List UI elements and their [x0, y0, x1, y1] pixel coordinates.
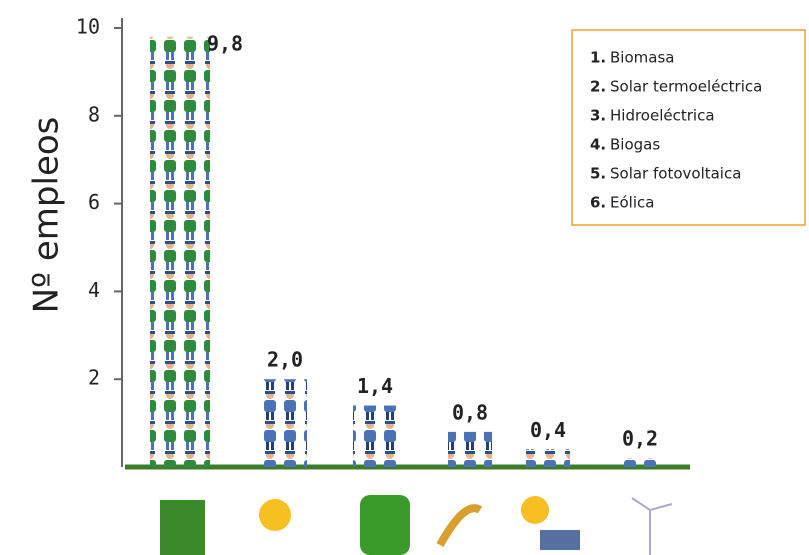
legend-number: 2.: [590, 78, 606, 96]
legend-number: 1.: [590, 49, 606, 67]
bar: [448, 431, 492, 467]
legend-box: [571, 29, 806, 226]
y-tick-label: 8: [88, 102, 100, 126]
bar: [526, 449, 570, 467]
y-tick-label: 10: [76, 15, 100, 39]
legend-label: Biogas: [610, 136, 660, 154]
value-label: 9,8: [207, 31, 243, 55]
legend-number: 5.: [590, 165, 606, 183]
legend-label: Biomasa: [610, 49, 674, 67]
legend-label: Solar termoeléctrica: [610, 78, 762, 96]
legend-number: 6.: [590, 194, 606, 212]
icons: [160, 495, 673, 555]
legend-number: 4.: [590, 136, 606, 154]
bar: [618, 458, 662, 467]
legend-label: Eólica: [610, 194, 654, 212]
legend-label: Hidroeléctrica: [610, 107, 715, 125]
y-axis-label: Nº empleos: [27, 117, 67, 314]
bar: [263, 379, 307, 467]
bar: [353, 405, 397, 467]
value-label: 0,4: [530, 418, 566, 442]
value-label: 0,8: [452, 400, 488, 424]
bar: [150, 36, 210, 467]
value-label: 0,2: [622, 427, 658, 451]
y-tick-label: 2: [88, 366, 100, 390]
y-tick-label: 6: [88, 190, 100, 214]
value-label: 1,4: [357, 374, 393, 398]
value-label: 2,0: [267, 348, 303, 372]
legend-number: 3.: [590, 107, 606, 125]
legend-label: Solar fotovoltaica: [610, 165, 741, 183]
y-tick-label: 4: [88, 278, 100, 302]
